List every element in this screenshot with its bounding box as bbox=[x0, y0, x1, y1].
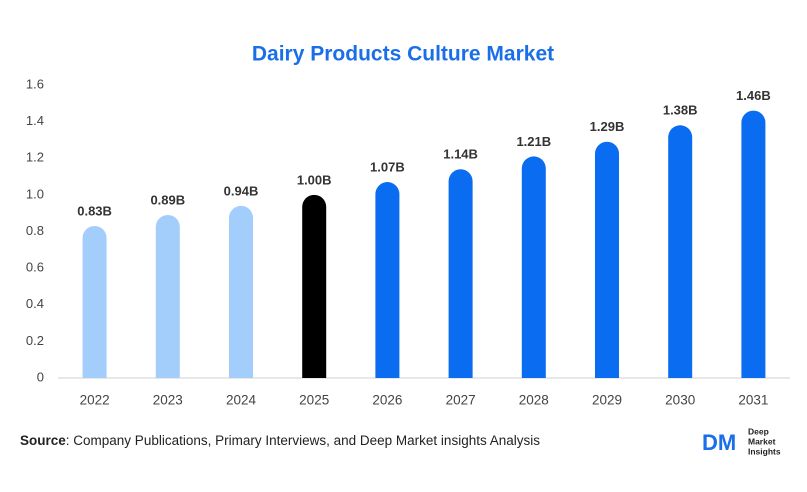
source-label: Source bbox=[20, 433, 66, 448]
bar bbox=[155, 215, 180, 378]
bar bbox=[448, 169, 473, 378]
x-tick-label: 2025 bbox=[299, 393, 329, 408]
y-tick-label: 0.2 bbox=[26, 333, 44, 348]
bar bbox=[229, 205, 253, 378]
bar bbox=[595, 141, 619, 378]
y-tick-label: 0.6 bbox=[26, 260, 44, 275]
x-tick-label: 2022 bbox=[80, 393, 110, 408]
x-tick-label: 2029 bbox=[592, 393, 622, 408]
data-label: 0.94B bbox=[224, 183, 259, 198]
source-text: : Company Publications, Primary Intervie… bbox=[66, 433, 540, 448]
data-label: 0.83B bbox=[77, 203, 112, 218]
x-tick-label: 2030 bbox=[665, 393, 695, 408]
data-label: 1.07B bbox=[370, 159, 405, 174]
y-tick-label: 0.8 bbox=[26, 223, 44, 238]
source: Source: Company Publications, Primary In… bbox=[20, 433, 540, 448]
y-tick-label: 1.2 bbox=[26, 150, 44, 165]
chart-title: Dairy Products Culture Market bbox=[252, 43, 554, 66]
data-label: 1.21B bbox=[516, 134, 551, 149]
data-label: 0.89B bbox=[150, 192, 185, 207]
logo-text: Deep bbox=[748, 426, 769, 436]
logo-mark: DM bbox=[702, 430, 736, 455]
x-tick-label: 2024 bbox=[226, 393, 257, 408]
y-tick-label: 0 bbox=[37, 369, 44, 384]
y-tick-label: 0.4 bbox=[26, 296, 44, 311]
data-label: 1.00B bbox=[297, 172, 332, 187]
y-tick-label: 1.0 bbox=[26, 186, 44, 201]
x-tick-label: 2028 bbox=[519, 393, 549, 408]
data-label: 1.46B bbox=[736, 88, 771, 103]
y-tick-label: 1.6 bbox=[26, 76, 44, 91]
data-label: 1.14B bbox=[443, 147, 478, 162]
bar bbox=[741, 110, 766, 378]
bar bbox=[375, 182, 400, 378]
bar bbox=[302, 194, 327, 378]
bar bbox=[668, 125, 693, 379]
bar bbox=[82, 226, 107, 378]
logo: DM Deep Market Insights bbox=[702, 426, 781, 456]
data-label: 1.29B bbox=[590, 119, 625, 134]
x-tick-label: 2031 bbox=[738, 393, 768, 408]
bar bbox=[521, 156, 546, 378]
x-tick-label: 2027 bbox=[446, 393, 476, 408]
data-label: 1.38B bbox=[663, 103, 698, 118]
x-tick-label: 2026 bbox=[372, 393, 402, 408]
y-tick-label: 1.4 bbox=[26, 113, 44, 128]
logo-text: Insights bbox=[748, 446, 781, 456]
x-tick-label: 2023 bbox=[153, 393, 183, 408]
logo-text: Market bbox=[748, 436, 776, 446]
